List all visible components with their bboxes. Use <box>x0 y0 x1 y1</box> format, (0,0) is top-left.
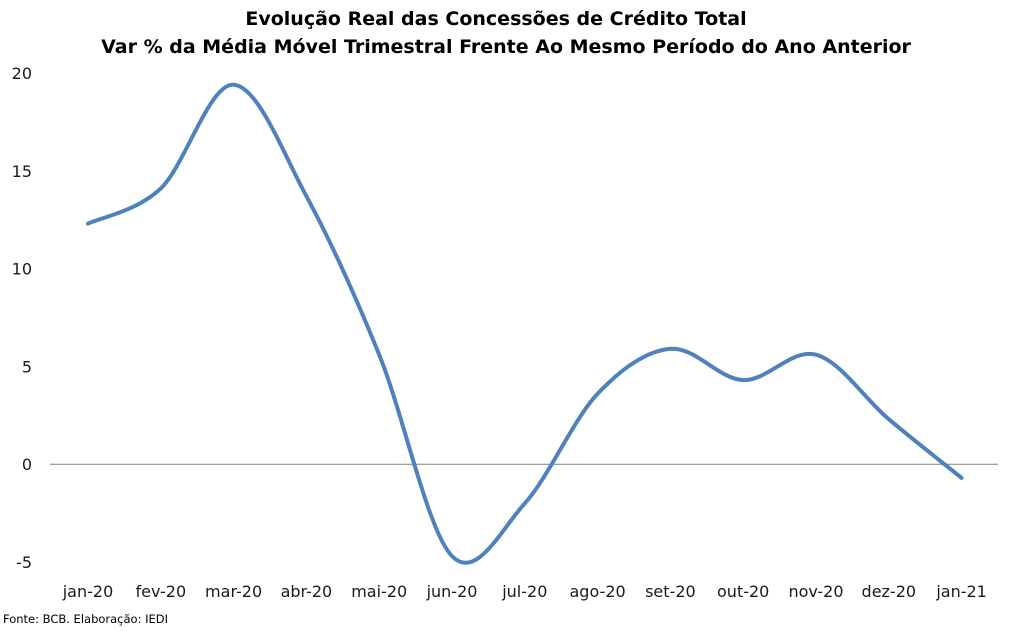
x-tick-label: mar-20 <box>205 582 262 601</box>
y-tick-label: -5 <box>16 553 32 572</box>
x-tick-label: jan-20 <box>62 582 114 601</box>
y-tick-label: 20 <box>12 64 32 83</box>
x-tick-label: jun-20 <box>426 582 478 601</box>
x-tick-label: abr-20 <box>281 582 333 601</box>
y-tick-label: 0 <box>22 455 32 474</box>
y-tick-label: 5 <box>22 357 32 376</box>
x-tick-label: fev-20 <box>135 582 186 601</box>
x-tick-label: jul-20 <box>501 582 547 601</box>
x-tick-label: nov-20 <box>788 582 843 601</box>
x-axis-tick-labels: jan-20 fev-20 mar-20 abr-20 mai-20 jun-20 jul-… <box>62 582 987 601</box>
x-tick-label: mai-20 <box>351 582 407 601</box>
x-tick-label: jan-21 <box>935 582 987 601</box>
series-line <box>86 82 964 565</box>
x-tick-label: dez-20 <box>862 582 917 601</box>
y-tick-label: 10 <box>12 260 32 279</box>
chart-subtitle: Var % da Média Móvel Trimestral Frente A… <box>101 36 911 58</box>
x-tick-label: out-20 <box>717 582 769 601</box>
x-tick-label: set-20 <box>645 582 696 601</box>
y-tick-label: 15 <box>12 162 32 181</box>
chart-title: Evolução Real das Concessões de Crédito … <box>245 8 746 30</box>
source-note: Fonte: BCB. Elaboração: IEDI <box>3 612 168 626</box>
y-axis-tick-labels: -5 0 5 10 15 20 <box>12 64 32 572</box>
x-tick-label: ago-20 <box>570 582 626 601</box>
